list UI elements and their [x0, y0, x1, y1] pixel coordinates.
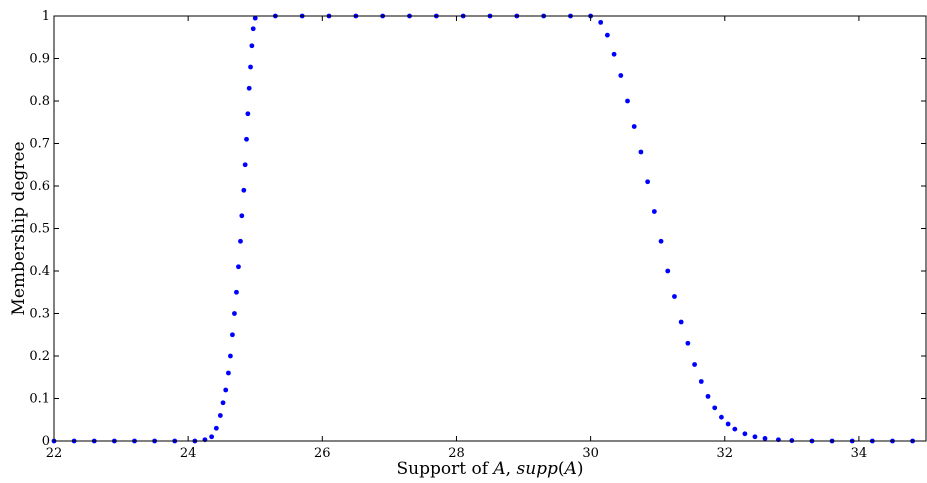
data-point — [248, 64, 253, 70]
data-point — [705, 393, 711, 399]
data-point — [742, 431, 748, 437]
data-point — [725, 421, 731, 427]
data-point — [625, 98, 630, 104]
data-point — [244, 136, 249, 142]
data-point — [692, 362, 697, 367]
data-point — [239, 213, 245, 219]
data-point — [228, 353, 233, 359]
data-point — [245, 111, 251, 117]
data-point — [209, 434, 215, 440]
data-point — [658, 238, 664, 244]
data-point — [226, 370, 231, 376]
x-tick-label: 32 — [716, 446, 733, 461]
y-tick-label: 0.1 — [29, 392, 50, 407]
data-point — [732, 426, 738, 432]
data-point — [213, 425, 219, 431]
y-tick-label: 0.8 — [29, 94, 50, 109]
data-point — [678, 319, 684, 325]
y-tick-label: 0.9 — [29, 52, 50, 67]
y-tick-label: 0.2 — [29, 349, 50, 364]
data-point — [234, 289, 239, 295]
data-point — [242, 162, 248, 168]
data-point — [698, 379, 704, 384]
axes-box — [53, 15, 927, 442]
data-point — [604, 32, 610, 38]
data-point — [250, 26, 256, 32]
x-tick-label: 26 — [314, 446, 331, 461]
data-point — [236, 264, 241, 270]
data-point — [672, 294, 677, 299]
y-tick-label: 0.7 — [29, 137, 50, 152]
data-point — [631, 124, 637, 129]
y-tick-label: 0.5 — [29, 222, 50, 237]
x-axis-label: Support of A, supp(A) — [397, 459, 584, 479]
x-tick-label: 28 — [448, 446, 465, 461]
y-axis-label: Membership degree — [9, 141, 29, 315]
y-tick-label: 1 — [42, 9, 50, 24]
data-point — [238, 238, 243, 244]
data-point — [232, 311, 237, 316]
ticks-layer: 22 24 26 28 30 32 34 0 0.1 0.2 0.3 0.4 0.5 0.6 0.7 0.8 0… — [29, 9, 926, 461]
data-point — [685, 340, 691, 346]
data-point — [651, 209, 657, 214]
data-point — [249, 43, 255, 49]
data-point — [618, 73, 624, 78]
y-tick-label: 0 — [42, 434, 50, 449]
data-point — [611, 51, 617, 57]
data-point — [246, 85, 252, 91]
data-point — [252, 15, 258, 21]
y-tick-label: 0.6 — [29, 179, 50, 194]
data-point — [645, 179, 651, 185]
x-tick-label: 24 — [180, 446, 197, 461]
data-point — [665, 268, 671, 274]
data-point — [220, 400, 226, 406]
data-point — [762, 436, 768, 441]
x-tick-label: 22 — [46, 446, 63, 461]
data-point — [638, 149, 644, 155]
data-point — [752, 434, 758, 440]
data-point — [712, 405, 718, 411]
data-point — [230, 332, 235, 338]
data-point — [223, 387, 229, 393]
data-points-layer — [51, 13, 915, 444]
data-point — [719, 414, 724, 420]
y-tick-label: 0.4 — [29, 264, 50, 279]
x-tick-label: 34 — [851, 446, 868, 461]
data-point — [241, 187, 247, 193]
y-tick-label: 0.3 — [29, 307, 50, 322]
data-point — [598, 19, 604, 25]
data-point — [217, 413, 223, 418]
x-tick-label: 30 — [582, 446, 599, 461]
